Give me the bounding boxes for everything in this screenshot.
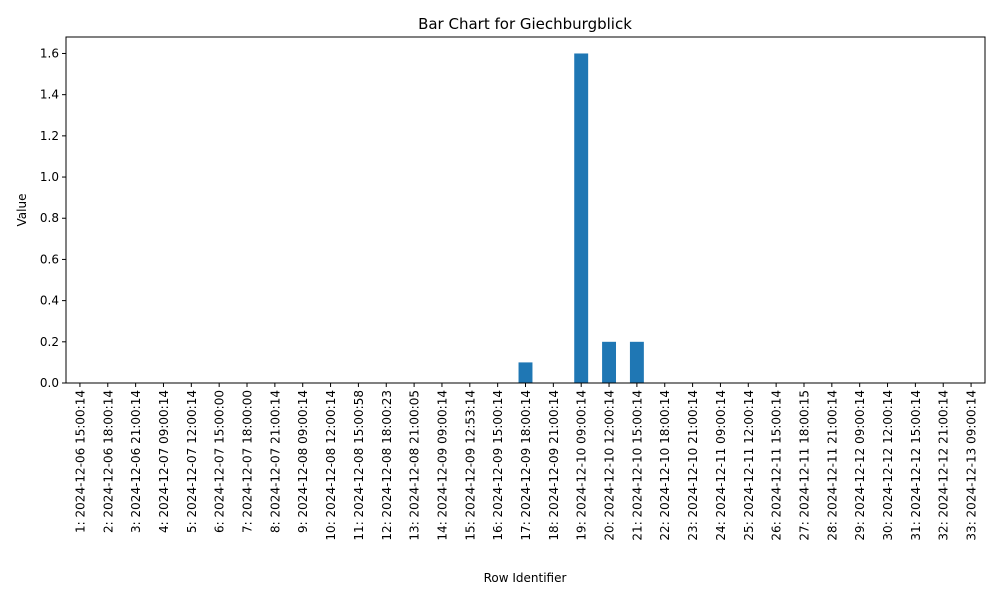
y-axis-label: Value: [15, 194, 29, 227]
x-tick-label: 4: 2024-12-07 09:00:14: [157, 390, 171, 533]
y-tick-label: 0.2: [40, 335, 59, 349]
x-tick-label: 20: 2024-12-10 12:00:14: [603, 390, 617, 541]
x-tick-label: 1: 2024-12-06 15:00:14: [73, 390, 87, 533]
y-tick-label: 0.4: [40, 294, 59, 308]
x-tick-label: 25: 2024-12-11 12:00:14: [742, 390, 756, 541]
y-tick-label: 1.4: [40, 88, 59, 102]
x-tick-label: 16: 2024-12-09 15:00:14: [491, 390, 505, 541]
x-tick-label: 33: 2024-12-13 09:00:14: [965, 390, 979, 541]
y-tick-label: 0.0: [40, 376, 59, 390]
bar-series: [518, 53, 644, 383]
chart-title: Bar Chart for Giechburgblick: [418, 15, 632, 33]
x-tick-label: 11: 2024-12-08 15:00:58: [352, 390, 366, 541]
x-axis: 1: 2024-12-06 15:00:14 2: 2024-12-06 18:0…: [73, 383, 979, 541]
x-tick-label: 22: 2024-12-10 18:00:14: [658, 390, 672, 541]
x-tick-label: 26: 2024-12-11 15:00:14: [770, 390, 784, 541]
x-tick-label: 7: 2024-12-07 18:00:00: [241, 390, 255, 533]
x-axis-label: Row Identifier: [484, 571, 567, 585]
x-tick-label: 31: 2024-12-12 15:00:14: [909, 390, 923, 541]
x-tick-label: 21: 2024-12-10 15:00:14: [630, 390, 644, 541]
x-tick-label: 10: 2024-12-08 12:00:14: [324, 390, 338, 541]
x-tick-label: 6: 2024-12-07 15:00:00: [213, 390, 227, 533]
bar: [629, 341, 644, 383]
y-tick-label: 1.0: [40, 170, 59, 184]
x-tick-label: 32: 2024-12-12 21:00:14: [937, 390, 951, 541]
y-tick-label: 0.8: [40, 211, 59, 225]
bar: [602, 341, 617, 383]
plot-frame: [65, 36, 986, 384]
x-tick-label: 3: 2024-12-06 21:00:14: [129, 390, 143, 533]
x-tick-label: 17: 2024-12-09 18:00:14: [519, 390, 533, 541]
x-tick-label: 14: 2024-12-09 09:00:14: [435, 390, 449, 541]
x-tick-label: 28: 2024-12-11 21:00:14: [825, 390, 839, 541]
x-tick-label: 18: 2024-12-09 21:00:14: [547, 390, 561, 541]
x-tick-label: 2: 2024-12-06 18:00:14: [101, 390, 115, 533]
y-tick-label: 1.6: [40, 46, 59, 60]
y-tick-label: 1.2: [40, 129, 59, 143]
x-tick-label: 29: 2024-12-12 09:00:14: [853, 390, 867, 541]
y-tick-label: 0.6: [40, 252, 59, 266]
x-tick-label: 27: 2024-12-11 18:00:15: [797, 390, 811, 541]
x-tick-label: 8: 2024-12-07 21:00:14: [268, 390, 282, 533]
x-tick-label: 30: 2024-12-12 12:00:14: [881, 390, 895, 541]
bar: [518, 362, 533, 383]
y-axis: 0.0 0.2 0.4 0.6 0.8 1.0 1.2 1.4 1.6: [40, 46, 66, 390]
x-tick-label: 19: 2024-12-10 09:00:14: [575, 390, 589, 541]
x-tick-label: 5: 2024-12-07 12:00:14: [185, 390, 199, 533]
bar: [574, 53, 589, 383]
x-tick-label: 12: 2024-12-08 18:00:23: [380, 390, 394, 541]
x-tick-label: 15: 2024-12-09 12:53:14: [463, 390, 477, 541]
x-tick-label: 23: 2024-12-10 21:00:14: [686, 390, 700, 541]
x-tick-label: 24: 2024-12-11 09:00:14: [714, 390, 728, 541]
x-tick-label: 9: 2024-12-08 09:00:14: [296, 390, 310, 533]
x-tick-label: 13: 2024-12-08 21:00:05: [408, 390, 422, 541]
